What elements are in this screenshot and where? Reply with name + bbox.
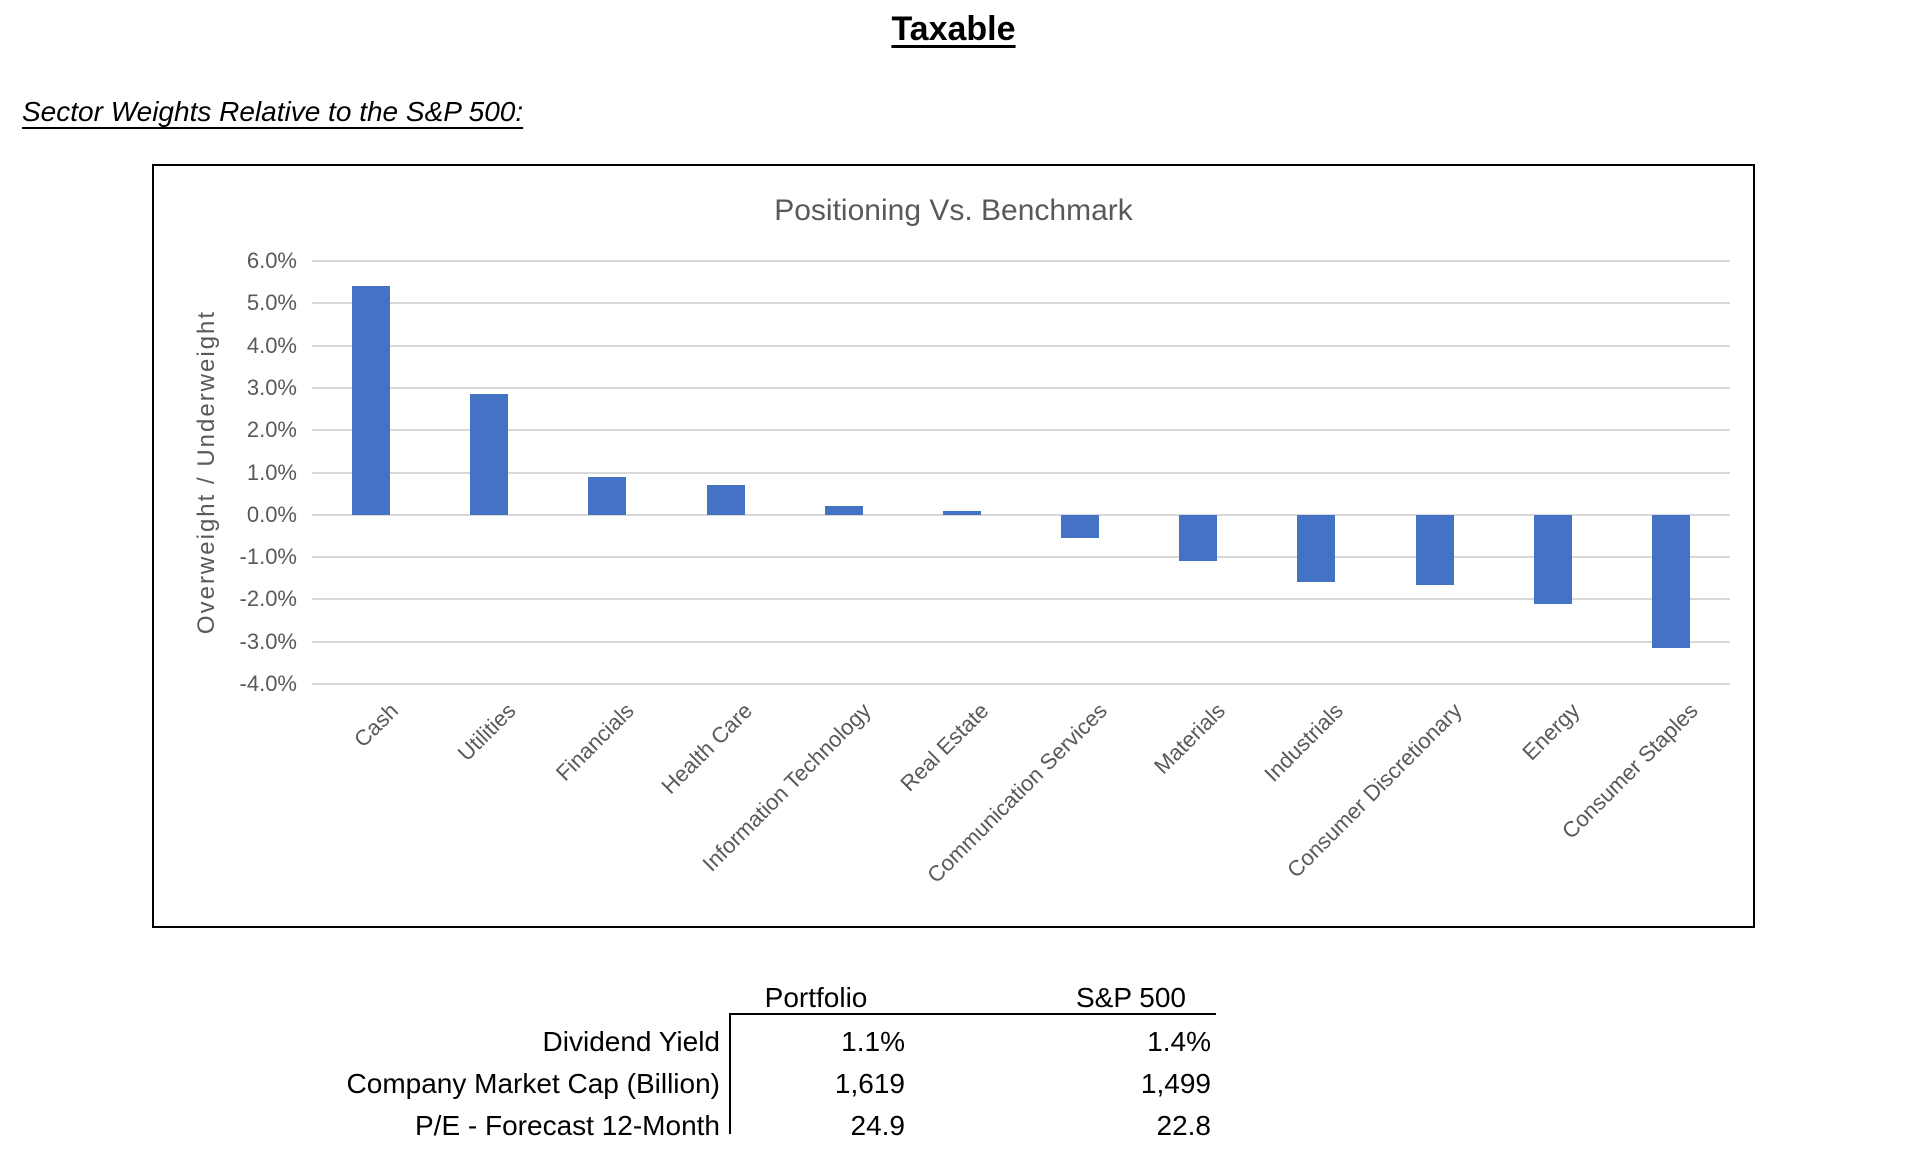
portfolio-value: 1,619 [834,1068,905,1099]
gridline [312,471,1730,474]
gridline [312,429,1730,432]
y-tick-label: -2.0% [239,586,297,612]
bar-energy [1533,514,1572,604]
y-tick-label: 4.0% [246,332,297,358]
bar-industrials [1297,514,1336,583]
bar-cash [352,286,391,515]
section-subtitle: Sector Weights Relative to the S&P 500: [22,96,524,127]
bar-materials [1179,514,1218,562]
gridline [312,683,1730,685]
x-category-label-text: Cash [348,698,403,752]
portfolio-value: 24.9 [850,1110,906,1141]
table-header-rule [729,1013,1216,1015]
gridline [312,260,1730,262]
bar-consumer-discretionary [1415,514,1454,585]
gridline [312,640,1730,643]
y-tick-label: 5.0% [246,290,297,316]
y-tick-label: 1.0% [246,459,297,485]
y-tick-label: 3.0% [246,374,297,400]
table-header-portfolio: Portfolio [764,982,868,1013]
table-header-sp500: S&P 500 [1075,982,1187,1013]
bar-communication-services [1061,514,1100,539]
row-label: Dividend Yield [542,1026,720,1057]
x-category-label-text: Energy [1517,698,1585,765]
bar-utilities [470,394,509,515]
positioning-chart: Positioning Vs. Benchmark Overweight / U… [152,164,1755,928]
x-category-label-text: Financials [551,698,640,786]
y-tick-label: 0.0% [246,501,297,527]
y-tick-label: -4.0% [239,671,297,696]
page-title: Taxable [891,10,1016,48]
bar-information-technology [824,506,863,515]
row-label: Company Market Cap (Billion) [346,1068,720,1099]
x-category-label-text: Health Care [656,698,758,799]
x-category-label-text: Real Estate [895,698,994,797]
y-tick-label: 6.0% [246,248,297,273]
gridline [312,302,1730,305]
gridline [312,556,1730,559]
x-category-label-text: Industrials [1259,698,1349,787]
sp500-value: 22.8 [1156,1110,1212,1141]
sp500-value: 1,499 [1140,1068,1211,1099]
y-tick-label: -1.0% [239,544,297,570]
gridline [312,386,1730,389]
y-tick-label: 2.0% [246,417,297,443]
row-label: P/E - Forecast 12-Month [414,1110,720,1141]
table-divider [729,1013,731,1134]
x-category-label-text: Materials [1149,698,1230,779]
chart-title: Positioning Vs. Benchmark [774,194,1133,227]
bar-health-care [706,485,745,515]
gridline [312,598,1730,601]
y-tick-label: -3.0% [239,628,297,654]
bar-consumer-staples [1651,514,1690,649]
gridline [312,513,1730,516]
x-category-label-text: Utilities [453,698,521,766]
portfolio-value: 1.1% [841,1026,905,1057]
sp500-value: 1.4% [1147,1026,1211,1057]
bar-real-estate [942,510,981,515]
bar-financials [588,476,627,515]
gridline [312,344,1730,347]
